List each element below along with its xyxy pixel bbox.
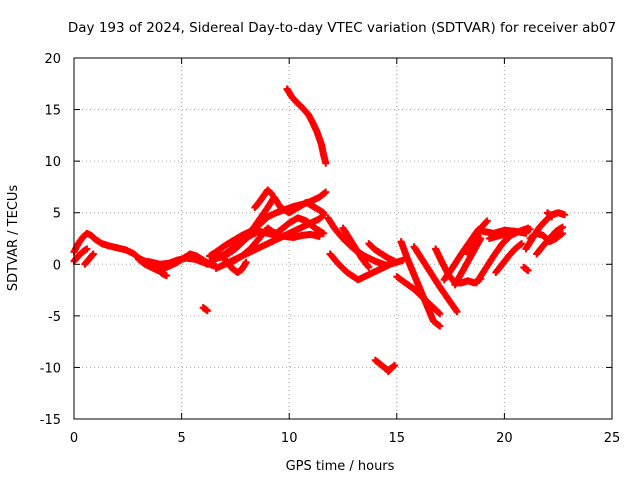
data-point [386, 365, 394, 373]
data-point [203, 307, 211, 315]
data-points [70, 85, 569, 376]
series-t30 [492, 240, 526, 277]
data-point [319, 212, 327, 220]
data-point [518, 240, 526, 248]
data-point [548, 213, 556, 221]
data-point [436, 310, 444, 318]
data-point [524, 266, 532, 274]
y-tick-label: -15 [40, 413, 61, 428]
data-point [163, 272, 171, 280]
data-point [320, 229, 328, 237]
series-t29 [485, 225, 534, 242]
series-t16 [339, 224, 373, 271]
data-point [547, 212, 555, 220]
series-t13 [283, 85, 330, 167]
series-t19 [384, 365, 394, 376]
series-t9 [206, 188, 330, 260]
data-point [267, 189, 275, 197]
y-tick-label: 0 [53, 258, 61, 273]
y-tick-label: 20 [44, 52, 61, 67]
tick-labels: 0 5 10 15 20 25 -15 -10 -5 0 5 10 15 20 [40, 52, 621, 446]
plot-frame [73, 57, 613, 420]
series-t34 [543, 209, 556, 221]
y-tick-label: 5 [53, 207, 61, 222]
series-t4 [135, 250, 220, 274]
series-t26 [464, 217, 491, 258]
series-t2 [70, 245, 91, 265]
x-tick-label: 20 [496, 431, 513, 446]
series-t33 [533, 223, 567, 258]
x-tick-label: 25 [604, 431, 621, 446]
data-point [559, 229, 567, 237]
grid [74, 58, 612, 419]
y-tick-label: -10 [40, 361, 61, 376]
data-point [322, 188, 330, 196]
data-point [320, 211, 328, 219]
series-t17 [365, 240, 399, 265]
data-point [385, 367, 393, 375]
data-point [322, 159, 330, 167]
x-tick-label: 10 [281, 431, 298, 446]
data-point [89, 250, 97, 258]
data-point [83, 245, 91, 253]
data-point [559, 223, 567, 231]
series-t35 [520, 263, 532, 274]
data-point [561, 211, 569, 219]
y-tick-label: 15 [44, 104, 61, 119]
x-tick-label: 15 [389, 431, 406, 446]
y-tick-label: -5 [48, 310, 61, 325]
data-point [391, 361, 399, 369]
x-axis-label: GPS time / hours [286, 459, 395, 474]
data-point [242, 258, 250, 266]
series-t5 [154, 265, 171, 280]
data-point [526, 225, 534, 233]
series-t15 [326, 250, 394, 284]
series-t3 [81, 250, 97, 268]
data-point [483, 217, 491, 225]
data-point [435, 309, 443, 317]
chart-title: Day 193 of 2024, Sidereal Day-to-day VTE… [68, 20, 616, 36]
series-t11 [251, 186, 276, 212]
data-point [453, 308, 461, 316]
series-t12 [221, 255, 250, 277]
y-tick-label: 10 [44, 155, 61, 170]
axis-ticks [73, 57, 613, 420]
x-tick-label: 0 [70, 431, 78, 446]
y-axis-label: SDTVAR / TECUs [6, 185, 21, 292]
data-point [391, 257, 399, 265]
data-point [268, 190, 276, 198]
x-tick-label: 5 [177, 431, 185, 446]
series-t22 [410, 243, 461, 316]
series-t6 [199, 304, 211, 315]
series-t21 [393, 273, 444, 318]
data-point [436, 322, 444, 330]
data-point [365, 263, 373, 271]
